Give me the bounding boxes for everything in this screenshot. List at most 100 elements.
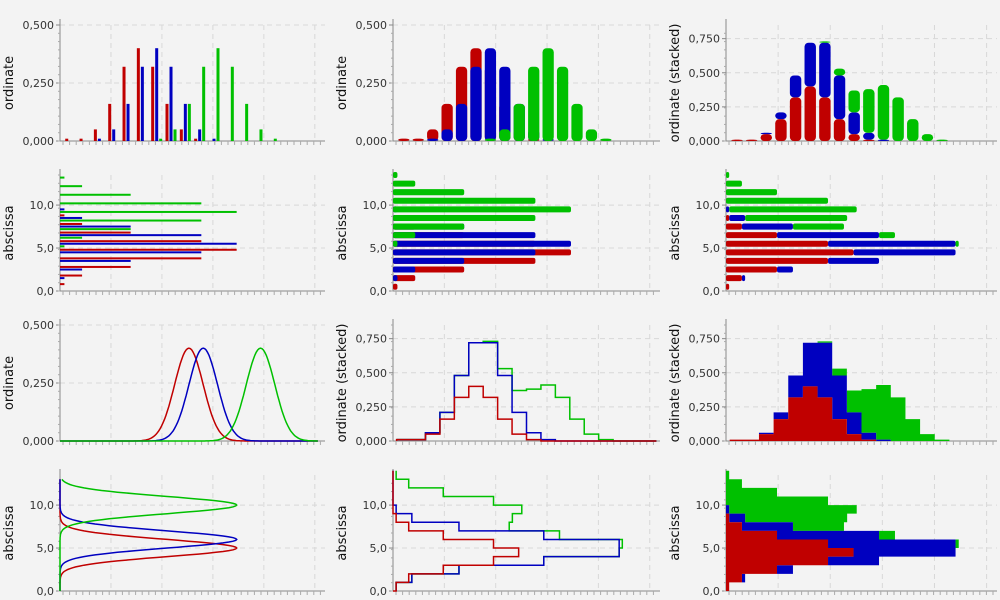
y-tick-label: 0,250 — [356, 77, 388, 90]
bar-red — [731, 139, 743, 141]
bar-blue — [97, 138, 101, 141]
plot-area — [729, 341, 950, 441]
bar-green — [393, 180, 416, 187]
y-tick-label: 0,250 — [23, 377, 55, 390]
chart-panel-p21: 0,000 0,250 0,500 0,750 ordinate (stacked) — [335, 319, 660, 448]
bar-blue — [853, 249, 956, 256]
y-axis-label: abscissa — [668, 205, 683, 260]
area-red — [726, 513, 854, 591]
y-tick-label: 0,000 — [23, 435, 55, 448]
bar-green — [60, 185, 83, 188]
bar-green — [60, 219, 202, 222]
chart-panel-p11: 0,0 5,0 10,0 abscissa — [335, 169, 660, 298]
y-axis-label: ordinate — [2, 56, 17, 110]
bar-blue — [60, 277, 65, 280]
bar-red — [194, 138, 198, 141]
bar-green — [600, 138, 612, 141]
bar-green — [259, 129, 263, 141]
bar-red — [789, 97, 802, 141]
bar-green — [393, 171, 398, 179]
bar-blue — [726, 206, 730, 213]
chart-panel-p32: 0,0 5,0 10,0 abscissa — [668, 469, 997, 598]
bar-green — [726, 189, 778, 196]
y-axis-label: ordinate (stacked) — [335, 324, 350, 443]
chart-panel-p12: 0,0 5,0 10,0 abscissa — [668, 169, 997, 298]
chart-panel-p02: 0,000 0,250 0,500 0,750 ordinate (stacked) — [668, 19, 997, 148]
bar-green — [745, 214, 848, 221]
bar-red — [136, 48, 140, 142]
plot-area — [726, 470, 959, 591]
bar-blue — [441, 129, 453, 141]
bar-red — [819, 97, 831, 141]
y-tick-label: 0,750 — [689, 33, 721, 46]
bar-green — [60, 176, 65, 179]
bar-red — [60, 257, 202, 260]
bar-green — [863, 89, 875, 133]
bar-red — [745, 139, 758, 141]
bar-green — [542, 48, 554, 142]
bar-green — [848, 90, 860, 113]
bar-green — [393, 240, 398, 247]
bar-red — [60, 283, 65, 286]
bar-red — [60, 248, 237, 251]
bar-green — [60, 228, 131, 231]
bar-blue — [60, 225, 131, 228]
bar-green — [230, 66, 234, 141]
y-tick-label: 0,500 — [23, 319, 55, 332]
bar-red — [60, 240, 202, 243]
y-axis-label: abscissa — [2, 205, 17, 260]
bar-blue — [60, 268, 83, 271]
bar-green — [202, 66, 206, 141]
y-tick-label: 0,0 — [37, 585, 55, 598]
bar-green — [60, 210, 237, 213]
area-blue — [726, 505, 956, 583]
bar-green — [159, 138, 163, 141]
bar-green — [879, 232, 895, 239]
bar-blue — [393, 257, 465, 264]
bar-blue — [393, 275, 398, 282]
y-axis-label: abscissa — [2, 505, 17, 560]
y-tick-label: 5,0 — [370, 542, 388, 555]
y-tick-label: 0,000 — [356, 135, 388, 148]
bar-green — [393, 232, 416, 239]
step-blue — [396, 341, 657, 442]
y-axis-label: ordinate (stacked) — [668, 24, 683, 143]
chart-panel-p22: 0,000 0,250 0,500 0,750 ordinate (stacked) — [668, 319, 997, 448]
bar-green — [60, 245, 65, 248]
bar-red — [108, 103, 112, 141]
bar-red — [726, 223, 742, 230]
y-tick-label: 0,0 — [703, 285, 721, 298]
bar-green — [499, 129, 511, 141]
chart-panel-p31: 0,0 5,0 10,0 abscissa — [335, 469, 660, 598]
bar-blue — [828, 240, 956, 247]
y-tick-label: 0,0 — [37, 285, 55, 298]
curve-blue — [59, 479, 238, 591]
y-tick-label: 0,750 — [356, 333, 388, 346]
bar-red — [412, 138, 424, 141]
bar-red — [726, 266, 778, 273]
bar-blue — [140, 66, 144, 141]
bar-red — [60, 231, 131, 234]
bar-green — [726, 180, 742, 187]
bar-red — [151, 66, 155, 141]
bar-green — [729, 206, 857, 213]
bar-green — [393, 189, 465, 196]
bar-green — [187, 103, 191, 141]
y-tick-label: 10,0 — [363, 199, 388, 212]
bar-red — [775, 119, 787, 141]
bar-blue — [741, 275, 746, 282]
bar-blue — [126, 103, 130, 141]
bar-red — [726, 214, 730, 221]
bar-green — [528, 66, 540, 141]
bar-blue — [828, 257, 880, 264]
bar-green — [921, 134, 934, 141]
bar-red — [427, 129, 439, 141]
bar-blue — [393, 240, 571, 247]
bar-blue — [212, 138, 216, 141]
chart-panel-p01: 0,000 0,250 0,500 ordinate — [335, 19, 660, 148]
bar-blue — [484, 48, 497, 142]
bar-blue — [877, 139, 890, 141]
bar-green — [245, 103, 249, 141]
bar-blue — [499, 66, 511, 141]
bar-green — [393, 223, 465, 230]
